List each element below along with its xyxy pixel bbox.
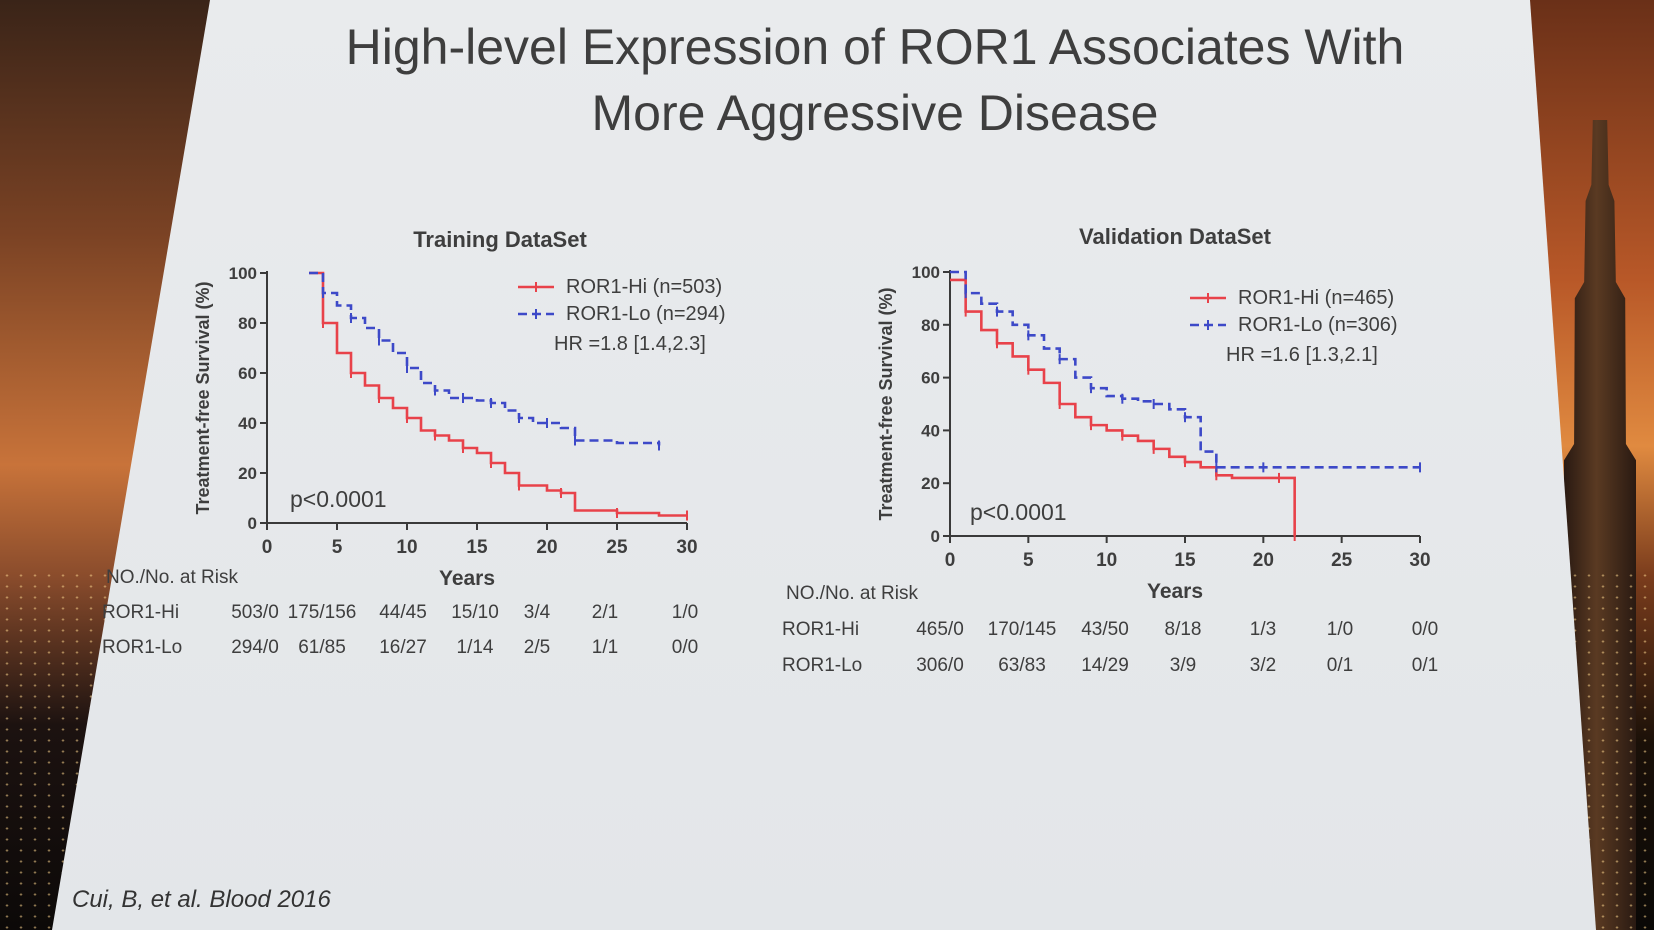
p-value: p<0.0001 [970,499,1067,525]
y-tick-label: 20 [238,464,257,483]
x-tick-label: 20 [1253,550,1274,571]
x-tick-label: 10 [396,537,417,558]
y-axis-label: Treatment-free Survival (%) [876,287,896,520]
slide-title: High-level Expression of ROR1 Associates… [345,19,1405,141]
x-tick-label: 5 [332,537,343,558]
risk-cell: 14/29 [1081,655,1129,676]
hazard-ratio: HR =1.6 [1.3,2.1] [1226,344,1378,366]
y-tick-label: 60 [921,369,940,388]
y-tick-label: 60 [238,364,257,383]
p-value: p<0.0001 [290,486,387,512]
risk-row-label: ROR1-Lo [782,655,862,676]
risk-cell: 0/1 [1412,655,1438,676]
risk-cell: 63/83 [998,655,1046,676]
risk-cell: 3/2 [1250,655,1276,676]
survival-curve-lo [950,270,1420,469]
x-tick-label: 0 [945,550,956,571]
risk-cell: 465/0 [916,619,964,640]
x-tick-label: 15 [1174,550,1196,571]
y-tick-label: 0 [931,527,940,546]
x-tick-label: 30 [1409,550,1430,571]
risk-row-label: ROR1-Hi [782,619,859,640]
chart-title: Validation DataSet [1079,224,1272,249]
y-tick-label: 40 [238,414,257,433]
x-tick-label: 5 [1023,550,1034,571]
survival-curve-lo [309,271,661,446]
risk-cell: 0/0 [1412,619,1438,640]
risk-cell: 15/10 [451,602,499,623]
risk-cell: 16/27 [379,637,427,658]
risk-row-label: ROR1-Lo [102,637,182,658]
legend-label-hi: ROR1-Hi (n=465) [1238,287,1394,309]
y-tick-label: 80 [921,316,940,335]
risk-cell: 44/45 [379,602,427,623]
risk-cell: 1/14 [457,637,494,658]
y-tick-label: 80 [238,314,257,333]
x-tick-label: 15 [466,537,488,558]
risk-cell: 3/9 [1170,655,1196,676]
validation-chart: Validation DataSet 0 20 40 60 80 100 0 5 10 15 20 25… [782,224,1438,676]
risk-cell: 306/0 [916,655,964,676]
chart-title: Training DataSet [413,227,587,252]
risk-cell: 503/0 [231,602,279,623]
risk-cell: 0/1 [1327,655,1353,676]
risk-cell: 294/0 [231,637,279,658]
y-tick-label: 40 [921,421,940,440]
x-tick-label: 30 [676,537,697,558]
survival-curve-hi [309,271,687,517]
risk-cell: 43/50 [1081,619,1129,640]
legend-label-hi: ROR1-Hi (n=503) [566,276,722,298]
risk-table-header: NO./No. at Risk [106,567,238,588]
legend-label-lo: ROR1-Lo (n=294) [566,303,726,325]
x-tick-label: 20 [536,537,557,558]
risk-cell: 1/1 [592,637,618,658]
risk-cell: 8/18 [1165,619,1202,640]
y-tick-label: 100 [229,264,257,283]
risk-row-label: ROR1-Hi [102,602,179,623]
risk-cell: 0/0 [672,637,698,658]
risk-cell: 1/0 [672,602,698,623]
risk-cell: 2/5 [524,637,550,658]
survival-curve-hi [950,278,1296,536]
x-axis-label: Years [1147,580,1203,603]
y-tick-label: 20 [921,474,940,493]
x-axis-label: Years [439,567,495,590]
x-tick-label: 25 [606,537,628,558]
x-tick-label: 10 [1096,550,1117,571]
risk-cell: 1/3 [1250,619,1276,640]
risk-cell: 175/156 [288,602,357,623]
y-tick-label: 100 [912,263,940,282]
hazard-ratio: HR =1.8 [1.4,2.3] [554,333,706,355]
y-axis-label: Treatment-free Survival (%) [193,281,213,514]
citation: Cui, B, et al. Blood 2016 [72,886,331,913]
x-tick-label: 0 [262,537,273,558]
x-tick-label: 25 [1331,550,1353,571]
risk-cell: 1/0 [1327,619,1353,640]
y-tick-label: 0 [248,514,257,533]
risk-cell: 3/4 [524,602,551,623]
legend-label-lo: ROR1-Lo (n=306) [1238,314,1398,336]
risk-table-header: NO./No. at Risk [786,583,918,604]
training-chart: Training DataSet 0 20 40 60 80 100 0 5 10 15 20 25 30… [102,227,726,658]
risk-cell: 170/145 [988,619,1057,640]
risk-cell: 61/85 [298,637,346,658]
risk-cell: 2/1 [592,602,618,623]
